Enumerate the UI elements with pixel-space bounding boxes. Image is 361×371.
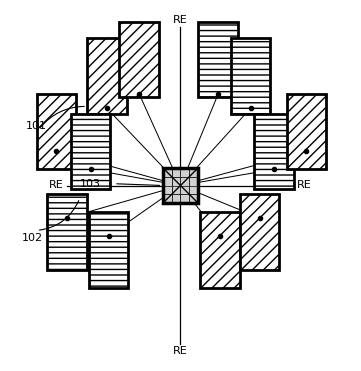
Text: RE: RE	[173, 15, 188, 25]
Bar	[180, 186, 190, 194]
Bar	[199, 22, 238, 98]
Bar	[180, 194, 190, 203]
Bar	[37, 94, 76, 169]
Text: RE: RE	[173, 346, 188, 356]
Bar	[119, 22, 159, 98]
Bar	[162, 168, 171, 177]
Bar	[200, 213, 240, 288]
Text: RE: RE	[49, 181, 64, 190]
Bar	[190, 168, 199, 177]
Bar	[162, 186, 171, 194]
Bar	[287, 94, 326, 169]
Bar	[180, 177, 190, 186]
Bar	[71, 114, 110, 189]
Bar	[162, 168, 199, 203]
Bar	[190, 186, 199, 194]
Bar	[162, 177, 171, 186]
Bar	[171, 194, 180, 203]
Text: RE: RE	[297, 181, 312, 190]
Bar	[89, 213, 129, 288]
Bar	[180, 168, 190, 177]
Text: 101: 101	[26, 121, 47, 131]
Bar	[171, 186, 180, 194]
Text: 103: 103	[80, 179, 101, 189]
Bar	[171, 168, 180, 177]
Bar	[254, 114, 294, 189]
Text: 102: 102	[22, 233, 43, 243]
Bar	[231, 38, 270, 114]
Bar	[171, 177, 180, 186]
Bar	[162, 194, 171, 203]
Bar	[87, 38, 127, 114]
Bar	[190, 194, 199, 203]
Bar	[240, 194, 279, 270]
Bar	[190, 177, 199, 186]
Bar	[47, 194, 87, 270]
